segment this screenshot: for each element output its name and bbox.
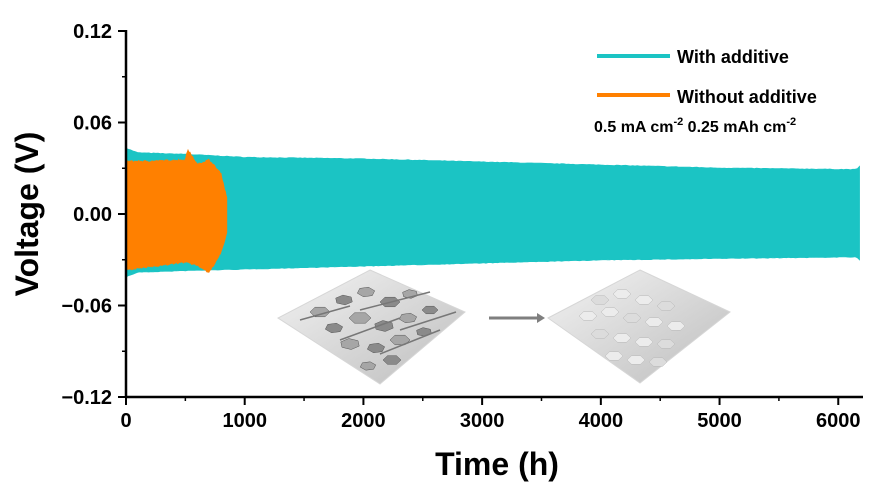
series-layer [125,147,860,278]
dendrite-strand [339,317,401,341]
platelet-vertical [382,355,402,365]
platelet-flat [600,307,620,317]
tick-labels: 0 1000 2000 3000 4000 5000 6000 −0.12 −0.06 0.00 0… [61,21,860,432]
test-condition-annotation: 0.5 mA cm-2 0.25 mAh cm-2 [594,116,796,136]
x-tick-label: 5000 [697,410,742,432]
condition-text-1: 0.5 mA cm [594,119,673,136]
x-axis-title: Time (h) [435,446,559,482]
platelet-vertical [398,312,418,324]
platelet-vertical [324,322,344,334]
platelet-vertical [374,320,394,332]
y-tick-label: 0.00 [73,204,112,226]
platelet-vertical [366,342,386,354]
platelet-flat [604,351,624,361]
y-tick-label: 0.06 [73,113,112,135]
y-tick-label: 0.12 [73,21,112,43]
platelet-vertical [359,361,377,371]
arrow-icon [537,313,545,323]
platelet-flat [612,289,632,299]
plate-right [547,269,731,384]
dendrite-strand [299,305,351,321]
platelet-vertical [340,338,360,350]
legend-label-without-additive: Without additive [677,87,817,107]
y-tick-label: −0.06 [61,296,112,318]
platelet-flat [622,313,642,323]
dendrite-strand [379,329,441,355]
platelet-flat [656,339,676,349]
platelet-flat [590,329,610,339]
condition-text-2: 0.25 mAh cm [683,119,786,136]
x-tick-label: 4000 [579,410,624,432]
series-without-additive [125,148,228,273]
platelet-flat [578,311,598,321]
axes [118,30,863,405]
condition-sup-1: -2 [673,116,683,128]
x-tick-label: 3000 [460,410,505,432]
x-tick-label: 6000 [816,410,861,432]
platelet-flat [656,301,676,311]
y-axis-title: Voltage (V) [9,132,45,297]
morphology-inset [277,269,731,385]
platelet-flat [612,333,632,343]
platelet-vertical [356,286,376,298]
platelet-flat [634,337,654,347]
platelet-vertical [421,305,439,315]
platelet-vertical [309,306,331,318]
y-tick-label: −0.12 [61,387,112,409]
platelet-flat [648,357,668,367]
dendrite-strand [399,311,457,331]
platelet-flat [644,317,664,327]
platelet-flat [626,355,646,365]
legend: With additive Without additive [597,47,817,107]
condition-sup-2: -2 [786,116,796,128]
platelet-vertical [335,294,353,306]
x-tick-label: 2000 [341,410,386,432]
x-tick-label: 0 [120,410,131,432]
platelet-flat [634,295,654,305]
dendrite-strand [359,291,431,311]
legend-label-with-additive: With additive [677,47,789,67]
x-tick-label: 1000 [222,410,267,432]
plate-left [277,269,466,385]
platelet-flat [590,295,610,305]
platelet-flat [666,321,686,331]
platelet-vertical [348,312,372,324]
series-with-additive [125,147,860,278]
